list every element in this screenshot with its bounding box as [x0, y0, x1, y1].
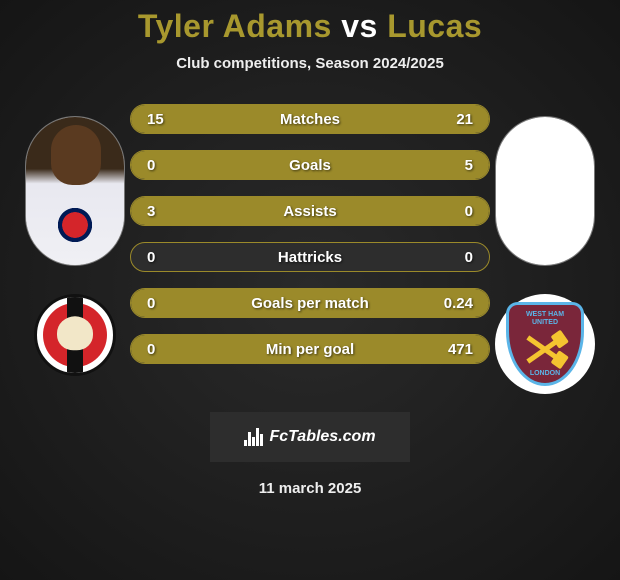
page-title: Tyler Adams vs Lucas [0, 8, 620, 45]
stat-label: Goals per match [251, 295, 369, 312]
crest-text-top: WEST HAMUNITED [509, 311, 581, 326]
crest-head [57, 316, 93, 350]
player1-photo [25, 116, 125, 266]
stat-bar: 0 Min per goal 471 [130, 334, 490, 364]
stat-label: Hattricks [278, 249, 342, 266]
stat-value-left: 0 [147, 341, 177, 358]
stat-value-left: 3 [147, 203, 177, 220]
player2-photo [495, 116, 595, 266]
right-column: WEST HAMUNITED LONDON [490, 104, 600, 394]
watermark-text: FcTables.com [269, 428, 375, 446]
title-player2: Lucas [387, 8, 482, 44]
stat-label: Assists [283, 203, 336, 220]
stat-value-left: 0 [147, 157, 177, 174]
stat-bar: 0 Goals 5 [130, 150, 490, 180]
stat-value-right: 0 [443, 249, 473, 266]
stat-value-left: 0 [147, 295, 177, 312]
stat-bar: 15 Matches 21 [130, 104, 490, 134]
crest-shield: WEST HAMUNITED LONDON [506, 302, 584, 386]
watermark-logo-icon [244, 428, 263, 446]
stat-value-right: 471 [443, 341, 473, 358]
stat-value-right: 5 [443, 157, 473, 174]
watermark: FcTables.com [210, 412, 410, 462]
stat-bar: 0 Goals per match 0.24 [130, 288, 490, 318]
player1-photo-placeholder [26, 117, 124, 265]
date-label: 11 march 2025 [0, 480, 620, 497]
comparison-container: Tyler Adams vs Lucas Club competitions, … [0, 0, 620, 497]
stat-label: Min per goal [266, 341, 354, 358]
player2-club-crest: WEST HAMUNITED LONDON [495, 294, 595, 394]
title-vs: vs [332, 8, 387, 44]
stat-value-left: 0 [147, 249, 177, 266]
player2-photo-placeholder [496, 117, 594, 265]
stat-label: Matches [280, 111, 340, 128]
crest-text-bottom: LONDON [509, 370, 581, 377]
stat-bar: 0 Hattricks 0 [130, 242, 490, 272]
stat-value-right: 0 [443, 203, 473, 220]
stat-bar: 3 Assists 0 [130, 196, 490, 226]
stat-value-right: 21 [443, 111, 473, 128]
player1-club-crest [34, 294, 116, 376]
title-player1: Tyler Adams [138, 8, 332, 44]
subtitle: Club competitions, Season 2024/2025 [0, 55, 620, 72]
stat-label: Goals [289, 157, 331, 174]
stats-column: 15 Matches 21 0 Goals 5 3 Assists 0 0 Hattricks 0 0 G… [130, 104, 490, 364]
stat-value-left: 15 [147, 111, 177, 128]
left-column [20, 104, 130, 376]
stat-value-right: 0.24 [443, 295, 473, 312]
main-row: 15 Matches 21 0 Goals 5 3 Assists 0 0 Hattricks 0 0 G… [0, 104, 620, 394]
